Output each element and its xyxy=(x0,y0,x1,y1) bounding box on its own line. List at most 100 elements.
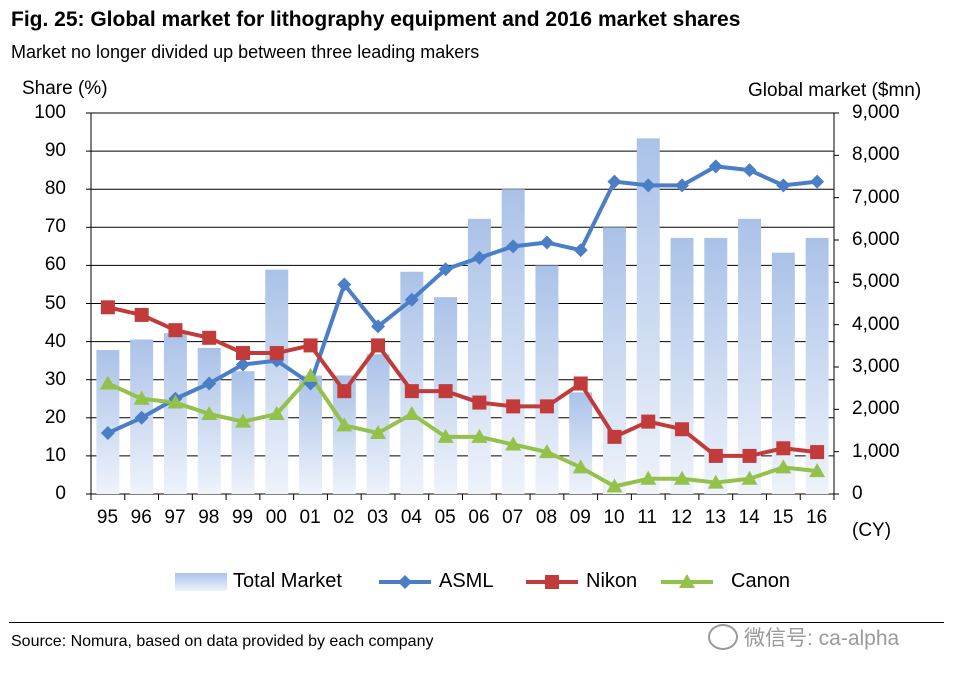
bar-total-market xyxy=(231,371,255,494)
point-canon xyxy=(336,417,353,432)
bar-total-market xyxy=(332,375,356,494)
bar-total-market xyxy=(501,189,525,494)
point-asml xyxy=(641,178,656,193)
y-tick-label-left: 100 xyxy=(34,102,66,123)
point-asml xyxy=(539,235,554,250)
bar-total-market xyxy=(771,252,795,494)
y-tick-label-right: 8,000 xyxy=(852,144,900,166)
x-tick-label: 12 xyxy=(671,507,693,528)
point-nikon xyxy=(573,376,588,391)
x-tick-label: 07 xyxy=(502,507,524,528)
point-nikon xyxy=(168,323,183,338)
legend-swatch-total-market xyxy=(175,573,227,591)
legend-label-nikon: Nikon xyxy=(586,570,638,592)
point-canon xyxy=(809,463,826,478)
point-asml xyxy=(708,159,723,174)
point-nikon xyxy=(303,338,318,353)
bar-total-market xyxy=(467,218,491,495)
point-canon xyxy=(606,478,623,493)
y-tick-label-right: 9,000 xyxy=(852,102,900,123)
point-asml xyxy=(438,262,453,277)
chart-title: Fig. 25: Global market for lithography e… xyxy=(11,8,741,31)
point-nikon xyxy=(134,307,149,322)
x-tick-label: 95 xyxy=(96,507,119,528)
y-tick-label-left: 10 xyxy=(44,444,66,466)
point-canon xyxy=(437,428,454,443)
point-nikon xyxy=(269,346,284,361)
point-asml xyxy=(202,376,217,391)
x-tick-label: 99 xyxy=(231,507,254,528)
y-axis-title-left: Share (%) xyxy=(22,78,108,99)
point-canon xyxy=(403,405,420,420)
x-axis-title: (CY) xyxy=(852,520,892,541)
y-tick-label-left: 70 xyxy=(44,216,66,238)
source-note: Source: Nomura, based on data provided b… xyxy=(11,633,434,650)
y-tick-label-left: 60 xyxy=(44,254,66,276)
point-nikon xyxy=(607,429,622,444)
y-axis-title-right: Global market ($mn) xyxy=(748,80,922,101)
point-nikon xyxy=(675,422,690,437)
x-tick-label: 10 xyxy=(603,507,625,528)
point-nikon xyxy=(539,399,554,414)
watermark: 微信号: ca-alpha xyxy=(708,622,899,652)
point-asml xyxy=(675,178,690,193)
y-tick-label-left: 90 xyxy=(44,140,66,162)
bar-total-market xyxy=(805,237,829,494)
bar-total-market xyxy=(670,237,694,494)
point-nikon xyxy=(810,445,825,460)
bar-total-market xyxy=(163,333,187,494)
y-tick-label-right: 6,000 xyxy=(852,229,900,250)
point-asml xyxy=(573,243,588,258)
x-tick-label: 00 xyxy=(265,507,287,528)
point-canon xyxy=(268,405,285,420)
bar-total-market xyxy=(299,375,323,494)
wechat-icon xyxy=(708,624,738,651)
bar-total-market xyxy=(265,269,289,494)
footer-rule xyxy=(9,622,944,623)
point-canon xyxy=(302,367,319,382)
point-canon xyxy=(707,474,724,489)
legend-label-asml: ASML xyxy=(439,570,494,592)
y-tick-label-left: 40 xyxy=(44,330,66,352)
y-tick-label-left: 20 xyxy=(44,406,66,428)
point-asml xyxy=(371,319,386,334)
point-asml xyxy=(472,250,487,265)
series-line-asml xyxy=(107,164,818,435)
x-tick-label: 13 xyxy=(704,507,726,528)
point-canon xyxy=(741,470,758,485)
x-tick-label: 03 xyxy=(367,507,389,528)
x-tick-label: 09 xyxy=(569,507,591,528)
x-tick-label: 97 xyxy=(164,507,186,528)
point-nikon xyxy=(202,330,217,345)
bar-total-market xyxy=(704,237,728,494)
y-tick-label-right: 0 xyxy=(852,483,863,504)
point-asml xyxy=(337,277,352,292)
point-nikon xyxy=(641,414,656,429)
x-tick-label: 96 xyxy=(130,507,152,528)
point-canon xyxy=(370,425,387,440)
chart-subtitle: Market no longer divided up between thre… xyxy=(11,42,480,62)
bar-total-market xyxy=(197,347,221,494)
y-tick-label-left: 80 xyxy=(44,178,66,200)
point-nikon xyxy=(404,384,419,399)
point-nikon xyxy=(438,384,453,399)
x-tick-label: 11 xyxy=(637,507,657,528)
y-tick-label-left: 0 xyxy=(55,483,66,504)
x-tick-label: 08 xyxy=(535,507,558,528)
y-tick-label-right: 7,000 xyxy=(852,186,900,208)
y-tick-label-right: 1,000 xyxy=(852,440,900,462)
point-nikon xyxy=(506,399,521,414)
point-nikon xyxy=(100,300,115,315)
bar-total-market xyxy=(535,265,559,494)
point-canon xyxy=(99,375,116,390)
point-canon xyxy=(133,390,150,405)
legend-label-canon: Canon xyxy=(731,570,790,592)
x-tick-label: 15 xyxy=(772,507,794,528)
x-tick-label: 04 xyxy=(400,507,422,528)
legend-label-total-market: Total Market xyxy=(233,570,342,592)
point-asml xyxy=(100,426,115,441)
x-tick-label: 05 xyxy=(434,507,456,528)
bar-total-market xyxy=(738,218,762,495)
point-canon xyxy=(471,428,488,443)
